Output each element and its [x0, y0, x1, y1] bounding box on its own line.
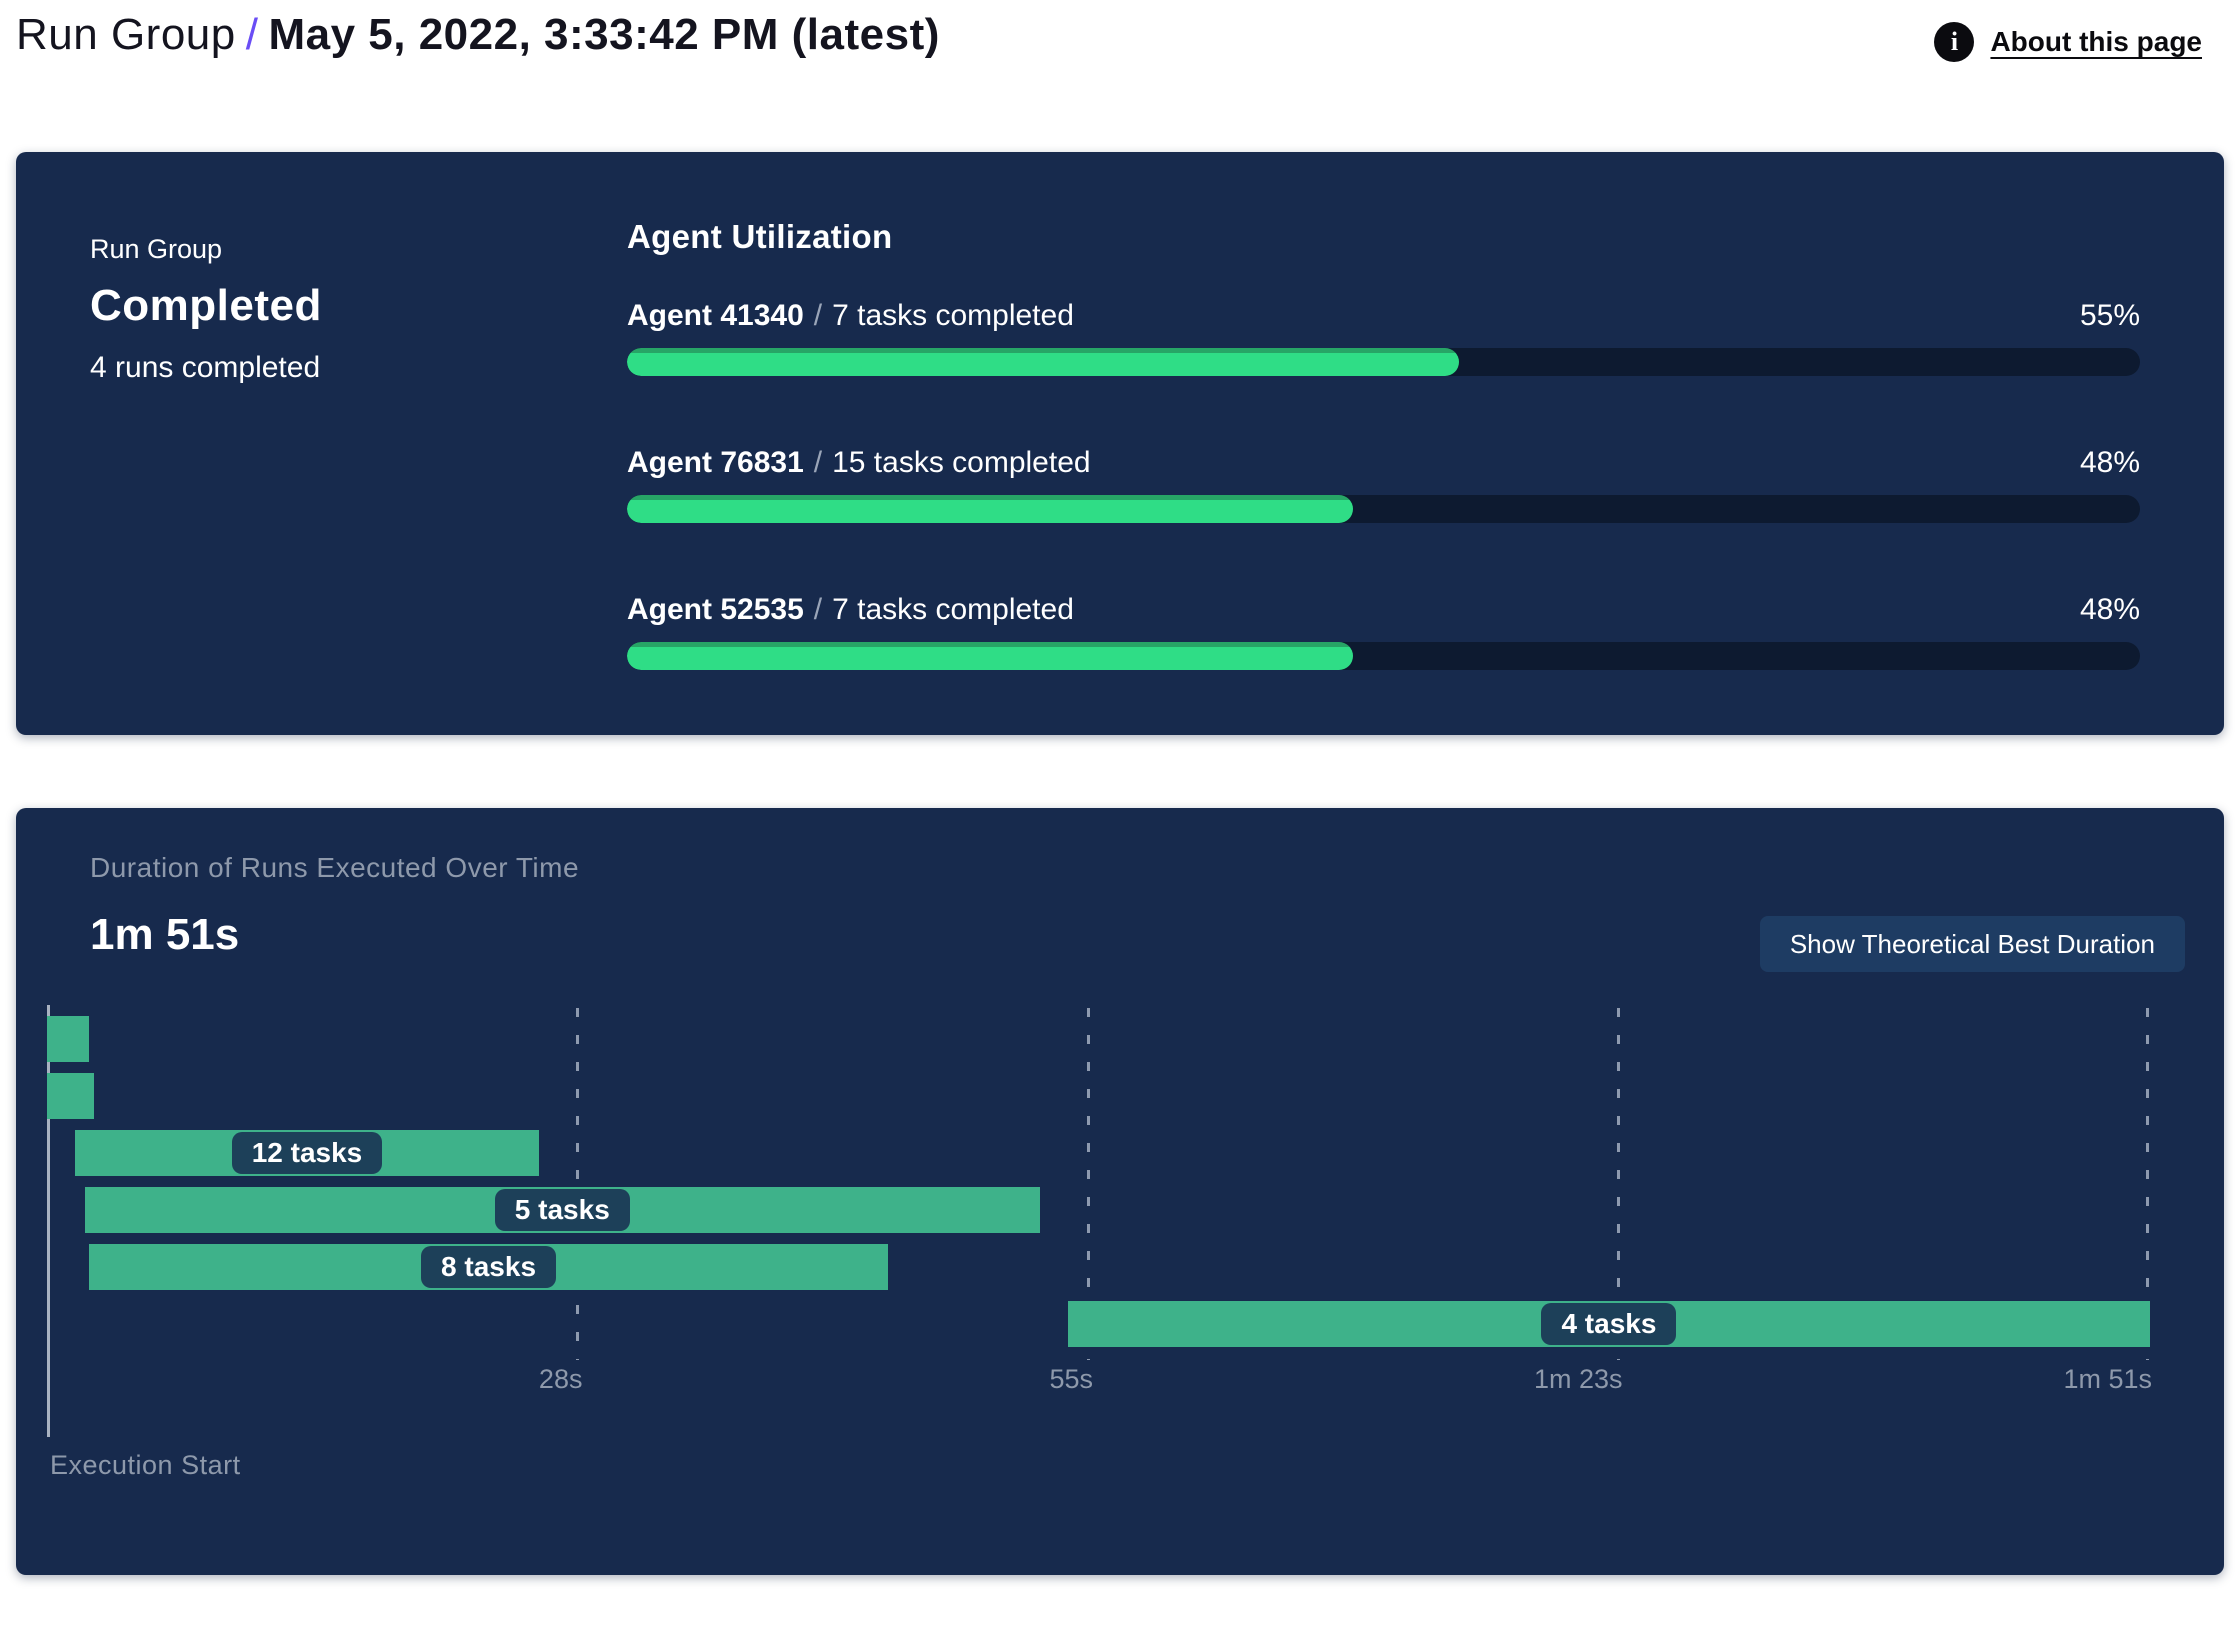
- utilization-progress-track: [627, 642, 2140, 670]
- axis-tick-label: 28s: [538, 1364, 583, 1394]
- axis-tick-label: 55s: [1049, 1364, 1094, 1394]
- total-duration-value: 1m 51s: [90, 910, 240, 959]
- utilization-progress-fill: [627, 495, 1354, 523]
- agent-utilization-row: Agent 52535 / 7 tasks completed 48%: [627, 592, 2140, 670]
- duration-chart-card: Duration of Runs Executed Over Time 1m 5…: [16, 808, 2224, 1575]
- duration-chart-title: Duration of Runs Executed Over Time: [90, 852, 580, 883]
- agent-utilization-heading: Agent Utilization: [627, 218, 893, 255]
- axis-tick-label: 1m 23s: [1533, 1364, 1623, 1394]
- about-this-page[interactable]: i About this page: [1934, 22, 2202, 62]
- task-count-badge: 4 tasks: [1541, 1303, 1677, 1345]
- show-theoretical-best-duration-button[interactable]: Show Theoretical Best Duration: [1759, 916, 2185, 972]
- execution-start-label: Execution Start: [50, 1450, 241, 1480]
- agent-tasks-completed: 7 tasks completed: [832, 299, 1074, 332]
- run-duration-bar[interactable]: 4 tasks: [1068, 1301, 2150, 1347]
- agent-tasks-completed: 15 tasks completed: [832, 446, 1091, 479]
- chart-gridline: [576, 1008, 580, 1360]
- axis-tick-label: 1m 51s: [2063, 1364, 2152, 1394]
- agent-utilization-percent: 48%: [2079, 593, 2140, 626]
- page-title: May 5, 2022, 3:33:42 PM (latest): [268, 10, 940, 59]
- breadcrumb-separator: /: [245, 10, 259, 59]
- runs-completed-text: 4 runs completed: [90, 351, 321, 384]
- run-duration-bar[interactable]: 8 tasks: [88, 1244, 889, 1290]
- execution-start-axis-line: [47, 1005, 50, 1437]
- run-duration-bar[interactable]: 12 tasks: [75, 1130, 539, 1176]
- run-duration-bar[interactable]: [47, 1016, 89, 1062]
- utilization-progress-fill: [627, 642, 1354, 670]
- utilization-progress-track: [627, 348, 2140, 376]
- breadcrumb: Run Group / May 5, 2022, 3:33:42 PM (lates…: [16, 10, 940, 60]
- chart-gridline: [1616, 1008, 1620, 1360]
- task-count-badge: 5 tasks: [494, 1189, 630, 1231]
- agent-name: Agent 52535: [627, 593, 804, 626]
- status-block: Run Group Completed 4 runs completed: [90, 234, 322, 385]
- about-this-page-link[interactable]: About this page: [1990, 26, 2202, 57]
- agent-separator: /: [813, 593, 823, 626]
- agent-separator: /: [813, 299, 823, 332]
- breadcrumb-run-group[interactable]: Run Group: [16, 10, 236, 59]
- task-count-badge: 12 tasks: [231, 1132, 383, 1174]
- status-group-label: Run Group: [90, 234, 223, 264]
- run-duration-bar[interactable]: 5 tasks: [84, 1187, 1040, 1233]
- run-group-summary-card: Run Group Completed 4 runs completed Age…: [16, 152, 2224, 735]
- chart-gridline: [2146, 1008, 2149, 1360]
- page-header: Run Group / May 5, 2022, 3:33:42 PM (lates…: [16, 10, 2224, 80]
- chart-gridline: [1087, 1008, 1091, 1360]
- agent-utilization-percent: 48%: [2079, 446, 2140, 479]
- agent-separator: /: [813, 446, 823, 479]
- info-icon[interactable]: i: [1934, 22, 1975, 62]
- agent-utilization-percent: 55%: [2079, 299, 2140, 332]
- task-count-badge: 8 tasks: [421, 1246, 557, 1288]
- run-duration-bar[interactable]: [47, 1073, 95, 1119]
- agent-tasks-completed: 7 tasks completed: [832, 593, 1074, 626]
- agent-name: Agent 41340: [627, 299, 804, 332]
- utilization-progress-track: [627, 495, 2140, 523]
- agent-utilization-row: Agent 76831 / 15 tasks completed 48%: [627, 445, 2140, 523]
- utilization-progress-fill: [627, 348, 1460, 376]
- status-value: Completed: [90, 281, 322, 330]
- agent-utilization-row: Agent 41340 / 7 tasks completed 55%: [627, 298, 2140, 376]
- agent-name: Agent 76831: [627, 446, 804, 479]
